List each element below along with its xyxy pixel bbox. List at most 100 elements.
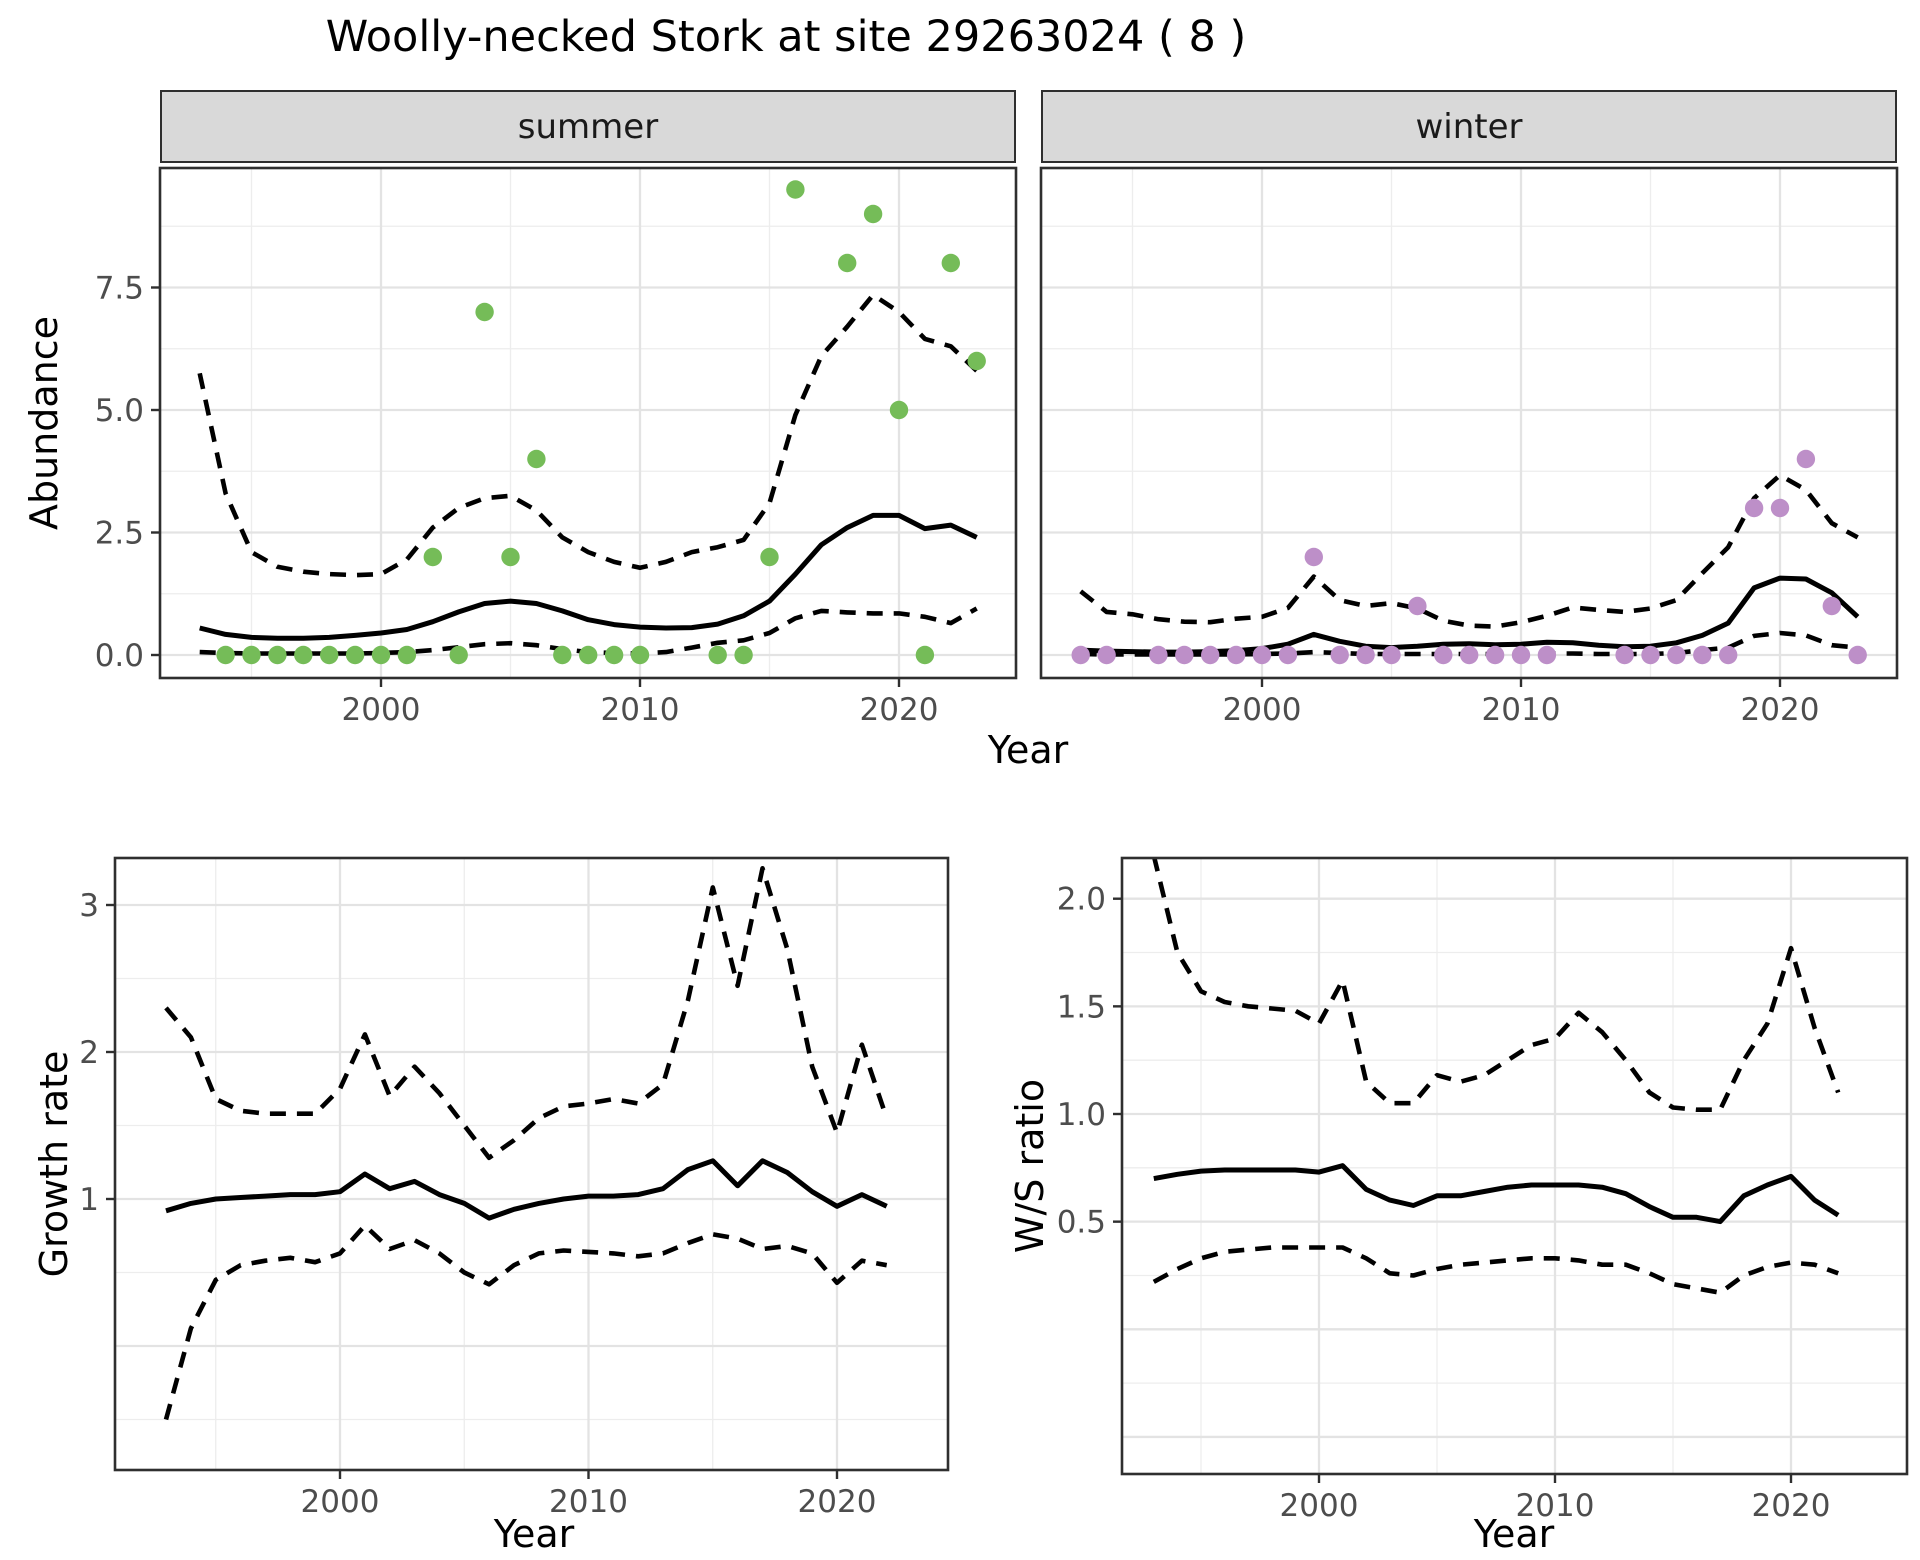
data-point-winter — [1615, 645, 1634, 665]
x-tick-label: 2000 — [1223, 692, 1302, 728]
data-point-summer — [345, 645, 365, 665]
facet-strip-summer: summer — [160, 90, 1016, 163]
data-point-summer — [863, 204, 883, 224]
panel-ws — [1122, 858, 1907, 1474]
panel-border-ws — [1120, 856, 1909, 1476]
ci_upper-line-growth — [164, 865, 889, 1161]
x-tick-label: 2000 — [1280, 1488, 1359, 1524]
facet-strip-winter-label: winter — [1415, 106, 1523, 147]
data-point-summer — [838, 253, 857, 273]
fit-line-summer — [199, 512, 978, 641]
data-point-summer — [889, 400, 909, 420]
data-point-winter — [1693, 645, 1712, 665]
facet-strip-summer-label: summer — [517, 106, 659, 147]
data-point-summer — [941, 253, 960, 273]
ci_upper-line-ws — [1152, 858, 1841, 1112]
data-point-winter — [1822, 596, 1842, 616]
y-tick-label: 1.5 — [1057, 989, 1106, 1025]
data-point-winter — [1071, 645, 1090, 665]
x-tick-label: 2010 — [1516, 1488, 1595, 1524]
ci_lower-line-ws — [1152, 1245, 1839, 1295]
data-point-winter — [1252, 645, 1272, 665]
data-point-winter — [1667, 645, 1686, 665]
x-tick-label: 2000 — [342, 692, 421, 728]
data-point-summer — [760, 547, 779, 567]
data-point-winter — [1408, 596, 1427, 616]
x-tick-label: 2020 — [860, 692, 939, 728]
x-tick-label: 2020 — [1752, 1488, 1831, 1524]
data-point-summer — [630, 645, 650, 665]
panel-border-winter — [1039, 166, 1899, 680]
fit-line-ws — [1153, 1163, 1840, 1225]
y-tick-label: 3 — [79, 888, 99, 924]
x-tick-label: 2000 — [301, 1484, 380, 1520]
y-tick-label: 1.0 — [1057, 1097, 1106, 1133]
panel-border-growth — [113, 856, 950, 1472]
data-point-winter — [1719, 645, 1738, 665]
data-point-winter — [1848, 645, 1867, 665]
x-tick-label: 2010 — [549, 1484, 628, 1520]
x-axis-title-growth: Year — [493, 1512, 575, 1556]
data-point-winter — [1460, 645, 1479, 665]
x-tick-label: 2020 — [798, 1484, 877, 1520]
data-point-summer — [449, 645, 468, 665]
data-point-summer — [527, 449, 546, 469]
data-point-winter — [1201, 645, 1220, 665]
panel-summer — [160, 168, 1016, 678]
data-point-winter — [1382, 645, 1401, 665]
data-point-summer — [397, 645, 417, 665]
y-tick-label: 2 — [79, 1035, 99, 1071]
data-point-summer — [268, 645, 287, 665]
y-tick-label: 5.0 — [95, 393, 144, 429]
data-point-winter — [1770, 498, 1790, 518]
y-tick-label: 2.5 — [95, 516, 144, 552]
panel-growth — [115, 858, 948, 1470]
x-tick-label: 2010 — [1482, 692, 1561, 728]
x-tick-label: 2020 — [1741, 692, 1820, 728]
facet-strip-winter: winter — [1041, 90, 1897, 163]
data-point-winter — [1744, 498, 1764, 518]
fit-line-growth — [165, 1158, 888, 1221]
data-point-summer — [967, 351, 986, 371]
x-axis-title-ws: Year — [1473, 1512, 1555, 1556]
data-point-winter — [1278, 645, 1298, 665]
data-point-summer — [320, 645, 339, 665]
data-point-summer — [708, 645, 727, 665]
data-point-summer — [734, 645, 753, 665]
data-point-winter — [1175, 645, 1194, 665]
data-point-summer — [501, 547, 520, 567]
data-point-summer — [579, 645, 598, 665]
panel-winter — [1041, 168, 1897, 678]
y-axis-title-abundance: Abundance — [22, 315, 66, 531]
data-point-summer — [553, 645, 572, 665]
data-point-winter — [1796, 449, 1816, 469]
data-point-summer — [786, 180, 805, 199]
data-point-summer — [242, 645, 261, 665]
ci_lower-line-growth — [163, 1223, 888, 1421]
data-point-summer — [423, 547, 442, 567]
y-tick-label: 1 — [79, 1182, 99, 1218]
data-point-winter — [1511, 645, 1531, 665]
data-point-winter — [1356, 645, 1375, 665]
y-tick-label: 0.0 — [95, 638, 144, 674]
y-axis-title-ws-ratio: W/S ratio — [1008, 1078, 1052, 1254]
ci_upper-line-winter — [1079, 472, 1859, 629]
data-point-winter — [1330, 645, 1349, 665]
x-tick-label: 2010 — [601, 692, 680, 728]
chart-title: Woolly-necked Stork at site 29263024 ( 8… — [325, 12, 1247, 62]
y-tick-label: 2.0 — [1057, 882, 1106, 918]
data-point-summer — [294, 645, 313, 665]
data-point-summer — [915, 645, 935, 665]
y-axis-title-growth-rate: Growth rate — [32, 1050, 76, 1278]
data-point-summer — [604, 645, 624, 665]
y-tick-label: 0.5 — [1057, 1205, 1106, 1241]
data-point-summer — [475, 302, 494, 322]
data-point-winter — [1304, 547, 1324, 567]
y-tick-label: 7.5 — [95, 271, 144, 307]
data-point-winter — [1537, 645, 1557, 665]
x-axis-title-top: Year — [987, 728, 1069, 772]
data-point-winter — [1485, 645, 1505, 665]
data-point-winter — [1226, 645, 1246, 665]
